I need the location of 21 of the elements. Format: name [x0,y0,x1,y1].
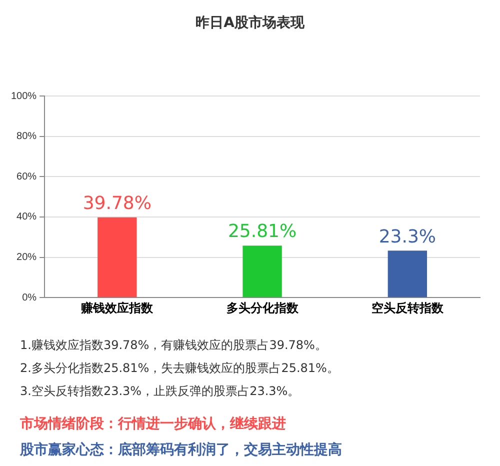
chart-title: 昨日A股市场表现 [194,14,306,32]
bar [388,250,428,298]
y-tick-label: 20% [16,252,37,264]
y-tick-label: 40% [16,212,37,223]
x-tick-label: 赚钱效应指数 [80,300,154,315]
text: 2.多头分化指数25.81%，失去赚钱效应的股票占25.81%。 [20,361,340,376]
y-tick-label: 0% [22,292,37,304]
text: 股市赢家心态：底部筹码有利润了，交易主动性提高 [20,441,343,459]
text: 市场情绪阶段：行情进一步确认，继续跟进 [20,415,287,433]
data-label: 25.81% [228,221,297,242]
x-tick-label: 多头分化指数 [226,300,300,315]
text: 3.空头反转指数23.3%，止跌反弹的股票占23.3%。 [20,384,301,399]
x-tick-label: 空头反转指数 [371,300,444,315]
bar [242,246,282,298]
data-label: 23.3% [378,226,436,248]
y-tick-label: 60% [16,171,37,182]
y-tick-label: 80% [16,131,37,142]
y-tick-label: 100% [11,90,37,102]
bar [98,217,137,298]
text: 1.赚钱效应指数39.78%，有赚钱效应的股票占39.78%。 [20,338,328,353]
data-label: 39.78% [82,193,152,214]
